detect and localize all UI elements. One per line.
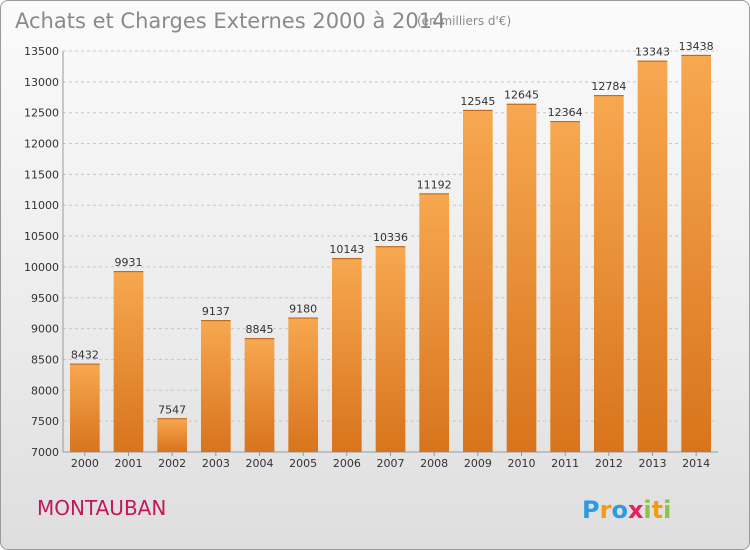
y-tick-label: 7500 xyxy=(31,415,59,428)
data-label-2003: 9137 xyxy=(202,305,230,318)
chart-subtitle: (en milliers d'€) xyxy=(417,14,511,28)
x-tick-label: 2002 xyxy=(158,457,186,470)
data-label-2005: 9180 xyxy=(289,303,317,316)
data-label-2004: 8845 xyxy=(246,323,274,336)
x-tick-label: 2003 xyxy=(202,457,230,470)
bar-2013 xyxy=(637,60,668,452)
bar-2014 xyxy=(681,54,712,453)
data-label-2006: 10143 xyxy=(329,243,364,256)
y-tick-label: 9500 xyxy=(31,292,59,305)
x-tick-label: 2008 xyxy=(420,457,448,470)
x-axis: 2000 2001 2002 2003 2004 2005 2006 2007 2008 2009… xyxy=(71,452,710,470)
bar-2004 xyxy=(244,338,275,452)
x-tick-label: 2014 xyxy=(682,457,710,470)
x-tick-label: 2011 xyxy=(551,457,579,470)
city-name: MONTAUBAN xyxy=(37,496,166,520)
chart-title: Achats et Charges Externes 2000 à 2014 xyxy=(15,9,445,33)
data-label-2013: 13343 xyxy=(635,46,670,59)
data-label-2009: 12545 xyxy=(460,95,495,108)
data-label-2014: 13438 xyxy=(679,40,714,53)
bar-2003 xyxy=(200,320,231,452)
proxiti-letter: r xyxy=(600,496,612,524)
x-tick-label: 2005 xyxy=(289,457,317,470)
proxiti-letter: i xyxy=(643,496,651,524)
x-tick-label: 2001 xyxy=(115,457,143,470)
x-tick-label: 2010 xyxy=(508,457,536,470)
y-tick-label: 13500 xyxy=(24,45,59,58)
y-tick-label: 8500 xyxy=(31,353,59,366)
data-label-2000: 8432 xyxy=(71,349,99,362)
bar-2002 xyxy=(157,418,188,452)
data-label-2002: 7547 xyxy=(158,403,186,416)
y-tick-label: 7000 xyxy=(31,446,59,459)
proxiti-letter: t xyxy=(652,496,663,524)
data-labels: 8432 9931 7547 9137 8845 9180 10143 10336 11192 1… xyxy=(71,40,714,416)
bar-2000 xyxy=(69,363,100,452)
bar-2007 xyxy=(375,246,406,452)
bar-2012 xyxy=(593,95,624,452)
x-tick-label: 2009 xyxy=(464,457,492,470)
y-tick-label: 11500 xyxy=(24,168,59,181)
y-tick-label: 10000 xyxy=(24,261,59,274)
x-tick-label: 2007 xyxy=(377,457,405,470)
bar-2008 xyxy=(419,193,450,452)
bar-2011 xyxy=(550,121,581,452)
data-label-2011: 12364 xyxy=(548,106,583,119)
bar-2006 xyxy=(331,258,362,452)
y-tick-label: 9000 xyxy=(31,323,59,336)
x-tick-label: 2006 xyxy=(333,457,361,470)
x-tick-label: 2013 xyxy=(639,457,667,470)
proxiti-letter: i xyxy=(663,496,671,524)
data-label-2001: 9931 xyxy=(115,256,143,269)
y-tick-label: 11000 xyxy=(24,199,59,212)
proxiti-letter: x xyxy=(628,496,644,524)
data-label-2010: 12645 xyxy=(504,89,539,102)
y-tick-label: 12000 xyxy=(24,138,59,151)
data-label-2008: 11192 xyxy=(417,178,452,191)
y-tick-label: 13000 xyxy=(24,76,59,89)
proxiti-letter: o xyxy=(611,496,628,524)
bar-2001 xyxy=(113,271,144,452)
x-tick-label: 2012 xyxy=(595,457,623,470)
bars xyxy=(69,54,712,453)
bar-2010 xyxy=(506,103,537,453)
proxiti-logo: Proxiti xyxy=(582,496,671,524)
proxiti-letter: P xyxy=(582,496,600,524)
y-tick-label: 12500 xyxy=(24,107,59,120)
grid xyxy=(63,50,718,453)
bar-2005 xyxy=(288,317,319,452)
y-axis: 7000 7500 8000 8500 9000 9500 10000 10500 11000 1… xyxy=(24,45,718,459)
x-tick-label: 2000 xyxy=(71,457,99,470)
data-label-2012: 12784 xyxy=(591,80,626,93)
x-tick-label: 2004 xyxy=(246,457,274,470)
data-label-2007: 10336 xyxy=(373,231,408,244)
y-tick-label: 8000 xyxy=(31,384,59,397)
bar-2009 xyxy=(462,109,493,453)
y-tick-label: 10500 xyxy=(24,230,59,243)
